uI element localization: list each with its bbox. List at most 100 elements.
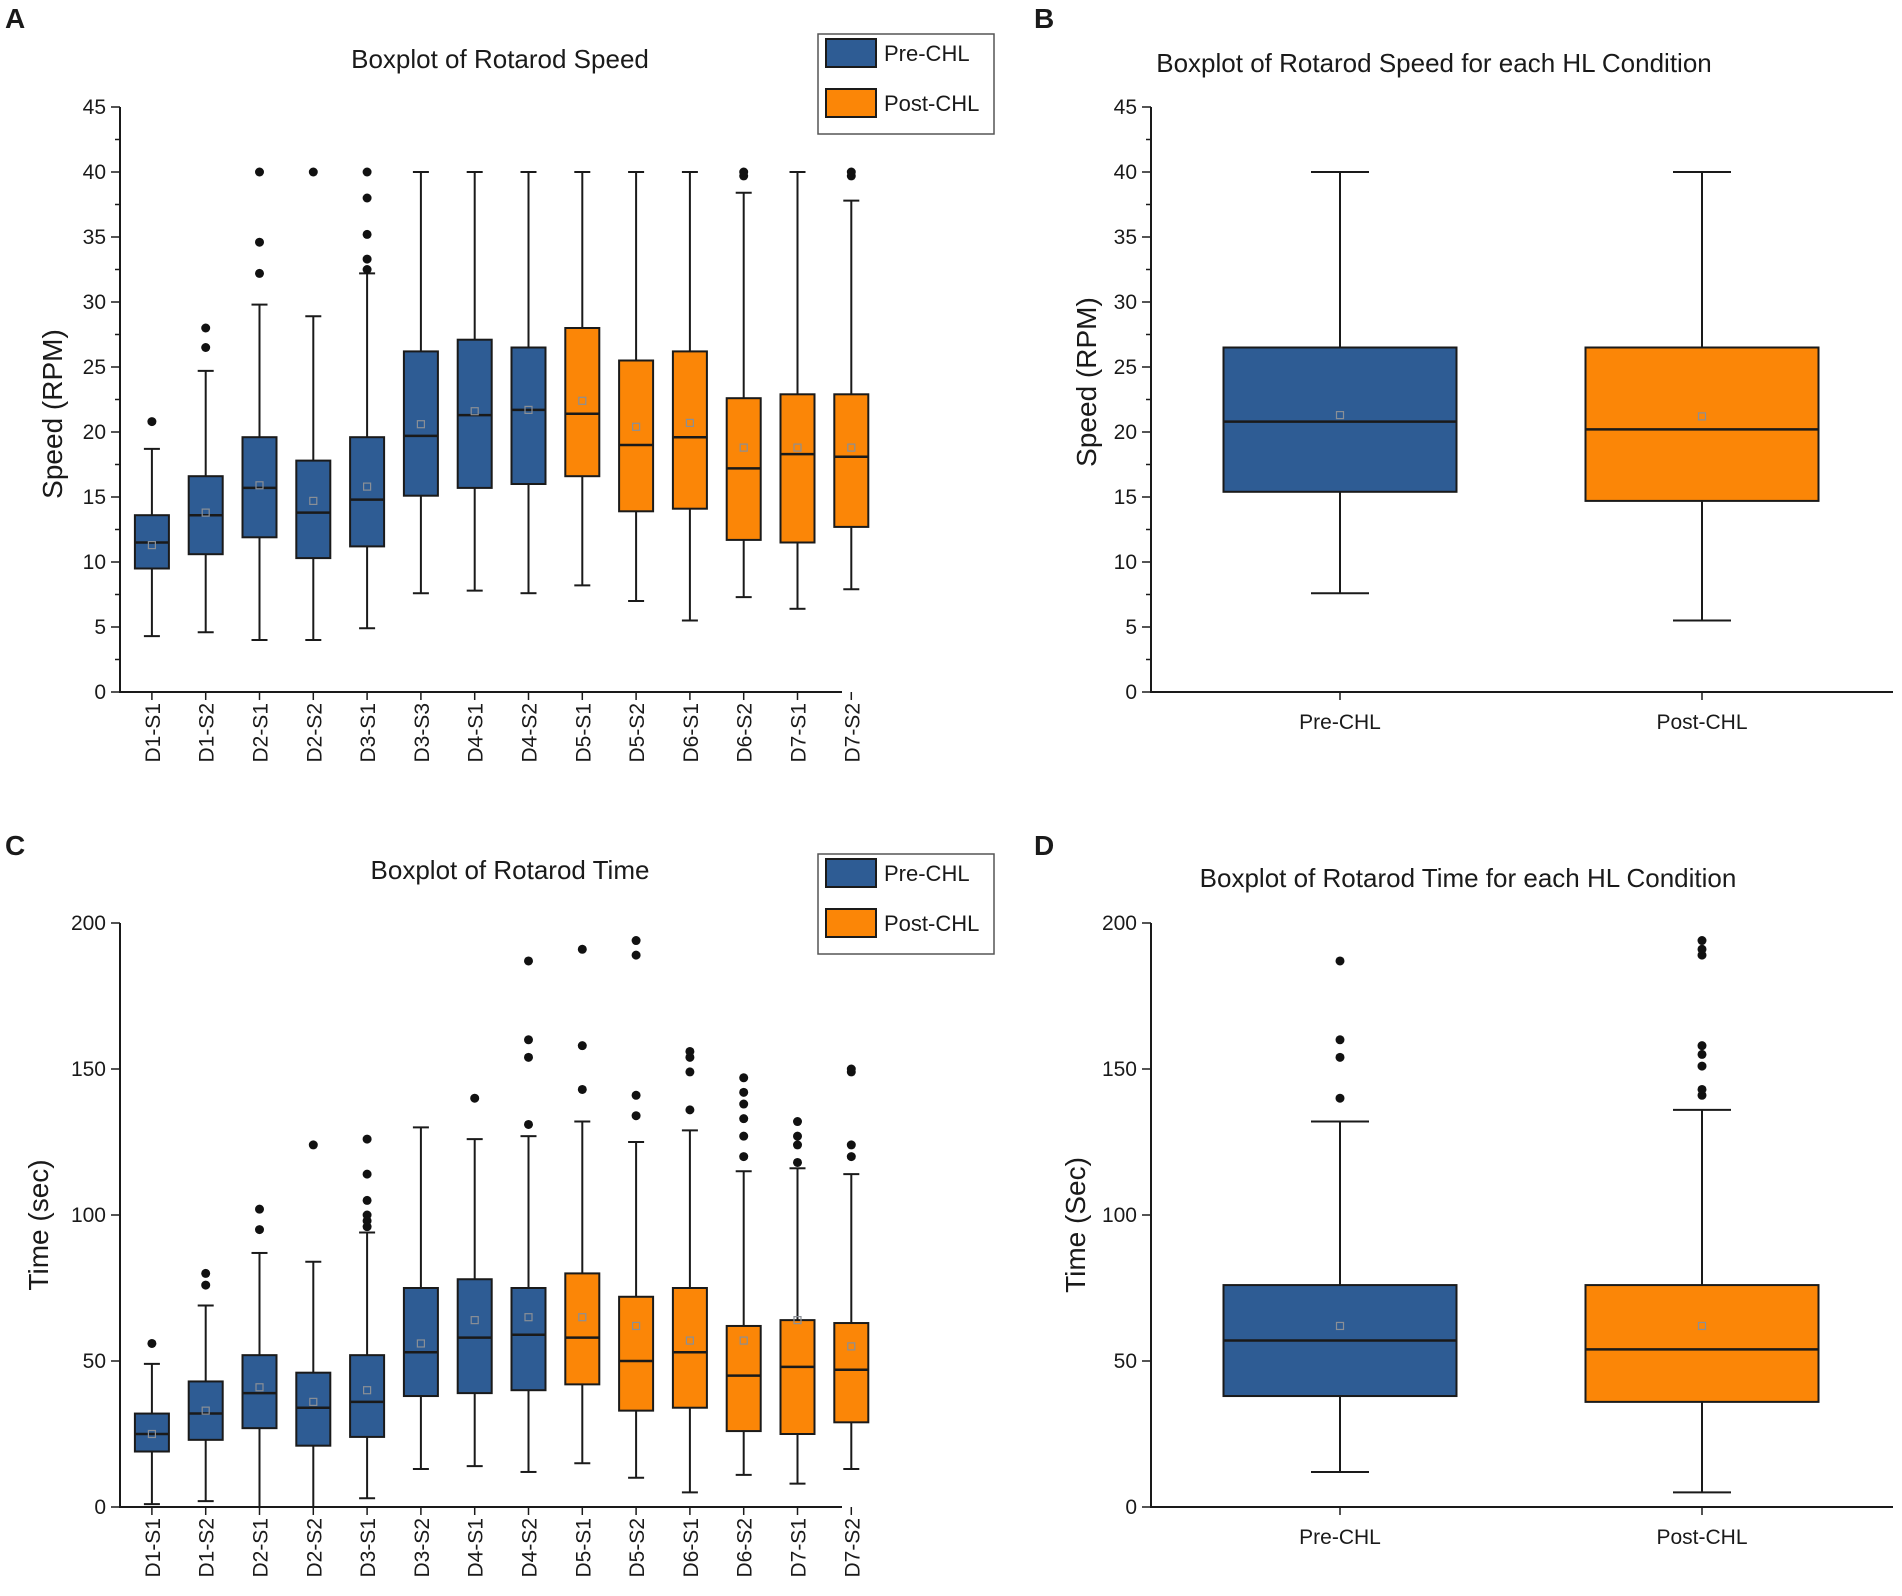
iqr-box [564,327,601,478]
chart-panel-D: D Boxplot of Rotarod Time for each HL Co… [1034,830,1893,1549]
chart-panel-C: C Boxplot of Rotarod Time Time (sec) 0 50… [5,830,995,1578]
mean-marker [255,1383,264,1392]
legend: Pre-CHL Post-CHL [817,853,995,955]
mean-marker [470,407,479,416]
mean-marker [416,1339,425,1348]
outlier-point [255,1204,264,1214]
x-tick-label: Pre-CHL [1299,711,1381,734]
box-D7-S1 [779,171,816,610]
outlier-point [362,167,372,177]
outlier-point [685,1105,695,1115]
iqr-box [618,1295,655,1412]
iqr-box [187,1380,224,1441]
x-tick-label: D3-S1 [357,1518,380,1578]
outlier-point [793,1117,802,1127]
box-D1-S2 [187,323,224,634]
iqr-box [779,1319,816,1435]
outlier-point [685,1067,695,1077]
mean-marker [685,418,695,427]
x-tick-label: D4-S1 [465,703,488,763]
y-tick-label: 10 [1114,551,1137,574]
outlier-point [793,1140,802,1150]
outlier-point [362,1169,372,1179]
iqr-box [510,346,547,485]
y-tick-label: 150 [71,1058,106,1081]
x-tick-label: D2-S2 [303,1518,326,1578]
y-tick-label: 100 [1102,1204,1137,1227]
outlier-point [1335,956,1345,966]
legend-swatch-post [825,908,877,938]
box-Post-CHL [1584,171,1820,622]
mean-marker [847,443,856,452]
x-tick-label: D1-S2 [196,1518,219,1578]
iqr-box [133,1412,170,1453]
outlier-point [739,1114,749,1124]
outlier-point [147,1338,157,1348]
box-D3-S1 [349,1134,386,1500]
outlier-point [1697,944,1707,954]
outlier-point [524,1035,533,1045]
box-D4-S2 [510,171,547,595]
mean-marker [524,1313,533,1322]
legend-swatch-post [825,88,877,118]
outlier-point [739,1073,749,1083]
y-tick-label: 0 [94,681,106,704]
legend-label-pre: Pre-CHL [884,41,970,66]
iqr-box [295,1371,332,1447]
iqr-box [402,350,439,497]
x-tick-label: D6-S1 [680,703,703,763]
iqr-box [833,1322,870,1424]
chart-title: Boxplot of Rotarod Time for each HL Cond… [1200,863,1737,893]
x-tick-label: Post-CHL [1656,1526,1747,1549]
outlier-point [739,1087,749,1097]
outlier-point [201,1268,211,1278]
chart-panel-B: B Boxplot of Rotarod Speed for each HL C… [1034,3,1893,734]
y-axis-label: Time (sec) [23,1159,54,1290]
mean-marker [1697,412,1707,421]
box-D3-S2 [402,1126,439,1471]
x-tick-label: D4-S2 [519,1518,542,1578]
outlier-point [631,1090,641,1100]
y-tick-label: 50 [1114,1350,1137,1373]
box-D5-S2 [618,936,655,1479]
outlier-point [1697,1061,1707,1071]
panel-letter: C [5,830,25,861]
box-Post-CHL [1584,936,1820,1494]
iqr-box [779,393,816,544]
outlier-point [362,193,372,203]
outlier-point [631,1111,641,1121]
outlier-point [739,1131,749,1141]
y-axis-label: Time (Sec) [1060,1157,1091,1293]
y-tick-label: 15 [83,486,106,509]
x-tick-label: D6-S2 [734,1518,757,1578]
y-tick-label: 5 [94,616,106,639]
outlier-point [685,1046,695,1056]
y-tick-label: 150 [1102,1058,1137,1081]
box-D1-S1 [133,1338,170,1506]
y-tick-label: 50 [83,1350,106,1373]
iqr-box [295,459,332,560]
outlier-point [739,167,749,177]
mean-marker [147,1429,156,1439]
legend-label-post: Post-CHL [884,911,979,936]
y-tick-label: 35 [1114,226,1137,249]
mean-marker [255,481,264,490]
box-D2-S1 [241,1204,278,1508]
outlier-point [793,1157,802,1167]
y-tick-label: 200 [71,912,106,935]
iqr-box [618,359,655,513]
outlier-point [201,323,211,333]
box-D6-S2 [725,1073,762,1476]
box-D3-S3 [402,171,439,595]
outlier-point [846,167,856,177]
x-tick-label: D6-S2 [734,703,757,763]
mean-marker [578,1313,587,1322]
iqr-box [456,338,493,489]
mean-marker [631,422,641,431]
x-tick-label: D3-S3 [411,703,434,763]
iqr-box [1222,346,1458,493]
legend-swatch-pre [825,858,877,888]
x-tick-label: Pre-CHL [1299,1526,1381,1549]
outlier-point [362,1195,372,1205]
box-D6-S1 [671,171,708,622]
